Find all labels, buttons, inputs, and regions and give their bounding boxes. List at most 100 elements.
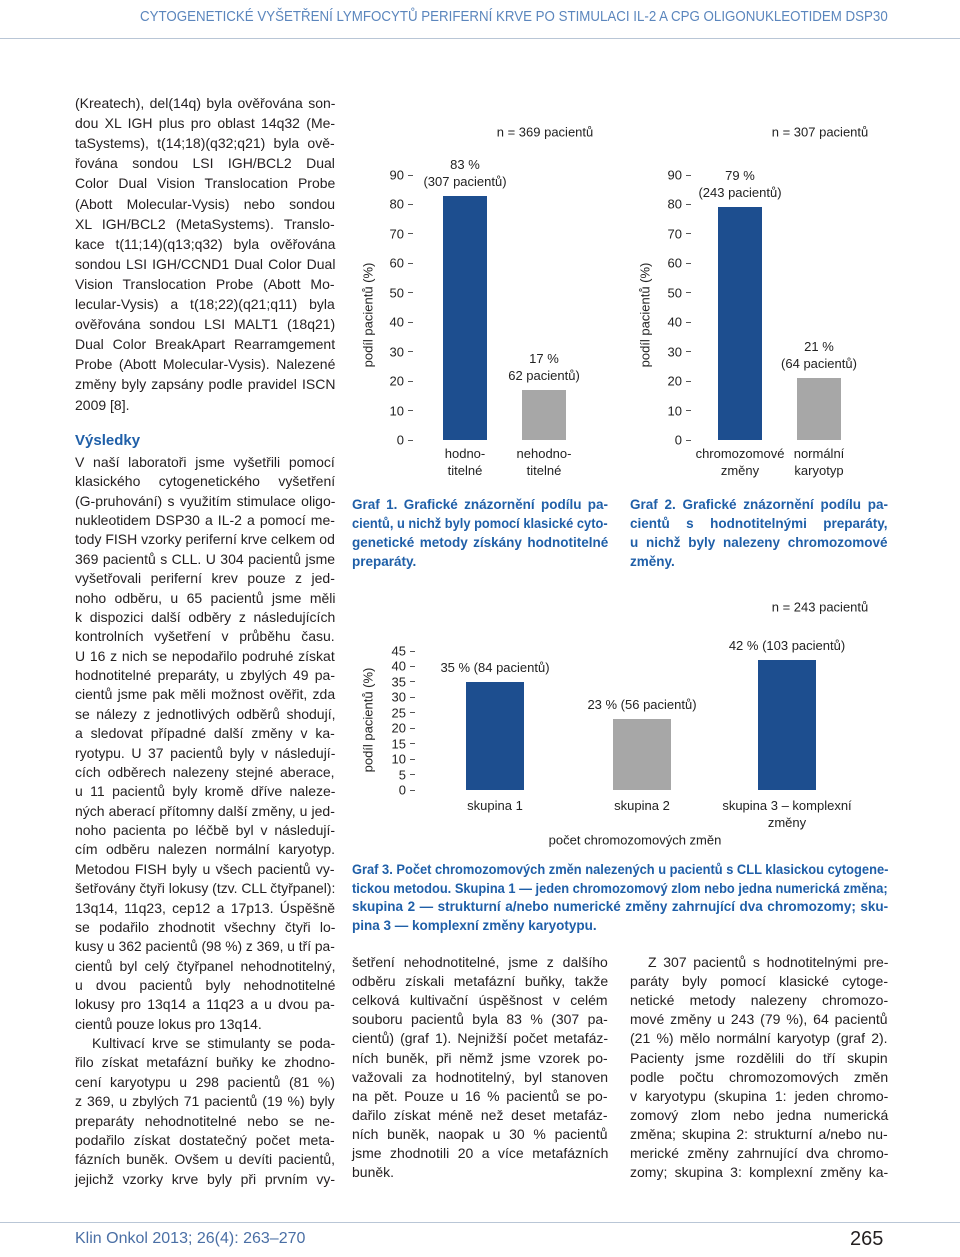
text-line: změna; skupina 2: strukturní a/nebo nu-	[630, 1125, 888, 1142]
tick-mark	[686, 233, 691, 235]
tick-mark	[408, 321, 413, 323]
text-line: cientů jsme pak měli možnost ověřit, zda	[75, 686, 336, 703]
y-tick-label: 25	[391, 705, 406, 721]
y-tick-label: 20	[667, 373, 682, 389]
tick-mark	[408, 203, 413, 205]
text-line: noho pacienta po léčbě byl v následují-	[75, 822, 336, 839]
section-heading: Výsledky	[75, 432, 141, 449]
text-line: kace t(11;14)(q13;q32) byla ověřována	[75, 235, 336, 252]
text-line: souboru pacientů byla 83 % (307 pa-	[352, 1011, 608, 1028]
x-tick-label: hodno- titelné	[444, 446, 486, 478]
caption-line: tickou metodou. Skupina 1 — jeden chromo…	[352, 880, 888, 896]
tick-mark	[410, 743, 415, 745]
text-line: važovali za hodnotitelný, byl stanoven	[352, 1068, 609, 1085]
text-line: mové změny u 243 (79 %), 64 pacientů	[630, 1011, 888, 1028]
tick-mark	[686, 351, 691, 353]
tick-mark	[686, 321, 691, 323]
text-line: dou XL IGH plus pro oblast 14q32 (Me-	[75, 115, 336, 132]
text-line: šetřovány čtyři lokusy (tzv. CLL čtyřpan…	[75, 880, 336, 897]
text-line: Z 307 pacientů s hodnotitelnými pre-	[648, 954, 889, 970]
text-line: merické změny zahrnující dva chromo-	[630, 1145, 889, 1161]
y-tick-label: 80	[389, 196, 404, 212]
tick-mark	[410, 665, 415, 667]
annotation: n = 307 pacientů	[771, 124, 869, 140]
text-line: cení karyotypu u 298 pacientů (81 %)	[75, 1073, 335, 1090]
tick-mark	[408, 262, 413, 264]
y-tick-label: 40	[667, 314, 682, 330]
text-line: u 11 pacientů byly kromě dříve naleze-	[75, 783, 336, 800]
value-label: 21 % (64 pacientů)	[781, 339, 857, 372]
text-line: ných aberací přítomny další změny, u jed…	[75, 802, 335, 819]
tick-mark	[410, 727, 415, 729]
text-line: hodnotitelné preparáty, u zbylých 49 pa-	[75, 667, 336, 684]
text-line: (21 %) mělo normální karyotyp (graf 2).	[630, 1030, 888, 1047]
text-line: podle počtu chromozomových změn	[630, 1068, 889, 1085]
text-line: celková kultivační úspěšnost v celém	[352, 992, 608, 1009]
text-line: šetření nehodnotitelné, jsme z dalšího	[352, 954, 608, 970]
y-axis-label: podíl pacientů (%)	[360, 667, 376, 773]
y-tick-label: 30	[667, 344, 682, 360]
value-label: 35 % (84 pacientů)	[440, 659, 550, 675]
text-line: 13q14, 11q23, cep12 a 17p13. Úspěšně	[75, 899, 336, 916]
y-tick-label: 35	[391, 674, 406, 690]
y-tick-label: 70	[389, 226, 404, 242]
text-line: nukleotidem DSP30 a IL-2 a pomocí me-	[75, 512, 335, 529]
y-tick-label: 90	[667, 167, 682, 183]
y-tick-label: 60	[667, 255, 682, 271]
text-line: ních buněk, při němž jsme vzorek po-	[352, 1049, 608, 1066]
text-line: paráty byly pomocí klasické cytoge-	[630, 973, 888, 990]
x-tick-label: skupina 1	[467, 798, 523, 813]
y-tick-label: 10	[667, 403, 682, 419]
text-line: zomový zlom nebo jedna numerická	[630, 1106, 889, 1123]
text-line: netické metody nalezeny chromozo-	[630, 992, 889, 1009]
text-line: cientů byl celý čtyřpanel nehodnotitelný…	[75, 957, 336, 974]
y-tick-label: 50	[389, 285, 404, 301]
tick-mark	[408, 174, 413, 176]
header-rule	[0, 38, 960, 39]
text-line: ryotypu. U 37 pacientů byly v následují-	[75, 744, 336, 761]
tick-mark	[408, 292, 413, 294]
y-tick-label: 0	[674, 432, 682, 448]
tick-mark	[686, 262, 691, 264]
text-line: (Kreatech), del(14q) byla ověřována son-	[75, 95, 336, 111]
y-tick-label: 40	[391, 658, 406, 674]
text-line: ověřována sondou LSI MALT1 (18q21)	[75, 316, 336, 333]
caption-line: Graf 1. Grafické znázornění podílu pa-	[352, 497, 609, 512]
x-tick-label: normální karyotyp	[793, 446, 845, 478]
tick-mark	[686, 410, 691, 412]
text-line: Pacienty jsme rozdělili do tří skupin	[630, 1049, 888, 1066]
text-line: V naší laboratoři jsme vyšetřili pomocí	[75, 454, 335, 470]
bar	[522, 389, 566, 440]
y-axis-label: podíl pacientů (%)	[637, 262, 653, 368]
caption-line: preparáty.	[352, 554, 417, 569]
y-tick-label: 40	[389, 314, 404, 330]
tick-mark	[410, 650, 415, 652]
text-line: cím odběru nalezen normální karyotyp.	[75, 841, 336, 858]
text-line: Vision Translocation Probe (Abott Mo-	[75, 275, 335, 292]
text-line: (G-pruhování) s využitím stimulace oligo…	[75, 492, 336, 509]
annotation: n = 243 pacientů	[771, 599, 869, 615]
y-tick-label: 30	[391, 689, 406, 705]
tick-mark	[410, 758, 415, 760]
tick-mark	[686, 380, 691, 382]
caption-line: změny.	[630, 554, 675, 569]
text-line: se nálezy z jednotlivých odběrů shodují,	[75, 705, 336, 722]
text-line: změny byly zapsány podle pravidel ISCN	[75, 376, 336, 393]
y-tick-label: 60	[389, 255, 404, 271]
footer-rule	[0, 1222, 960, 1223]
text-line: (Abott Molecular-Vysis) nebo sondou	[75, 195, 336, 212]
text-line: řována sondou LSI IGH/BCL2 Dual	[75, 155, 335, 172]
text-line: fázních buněk. Ovšem u devíti pacientů,	[75, 1151, 336, 1168]
text-line: cientů) (graf 1). Nejnižší počet metafáz…	[352, 1030, 609, 1047]
text-line: Color Dual Vision Translocation Probe	[75, 175, 336, 192]
caption-line: cientů s hodnotitelnými preparáty,	[630, 516, 888, 531]
y-tick-label: 0	[396, 432, 404, 448]
bar	[443, 195, 487, 440]
text-line: k dispozici další odběry z následujících	[75, 608, 336, 625]
value-label: 42 % (103 pacientů)	[728, 638, 846, 654]
text-line: tody FISH vzorky periferní krve celkem o…	[75, 531, 335, 548]
tick-mark	[686, 292, 691, 294]
text-line: klasického cytogenetického vyšetření	[75, 473, 336, 490]
tick-mark	[686, 203, 691, 205]
text-line: taSystems), t(14;18)(q32;q21) byla ově-	[75, 135, 335, 152]
